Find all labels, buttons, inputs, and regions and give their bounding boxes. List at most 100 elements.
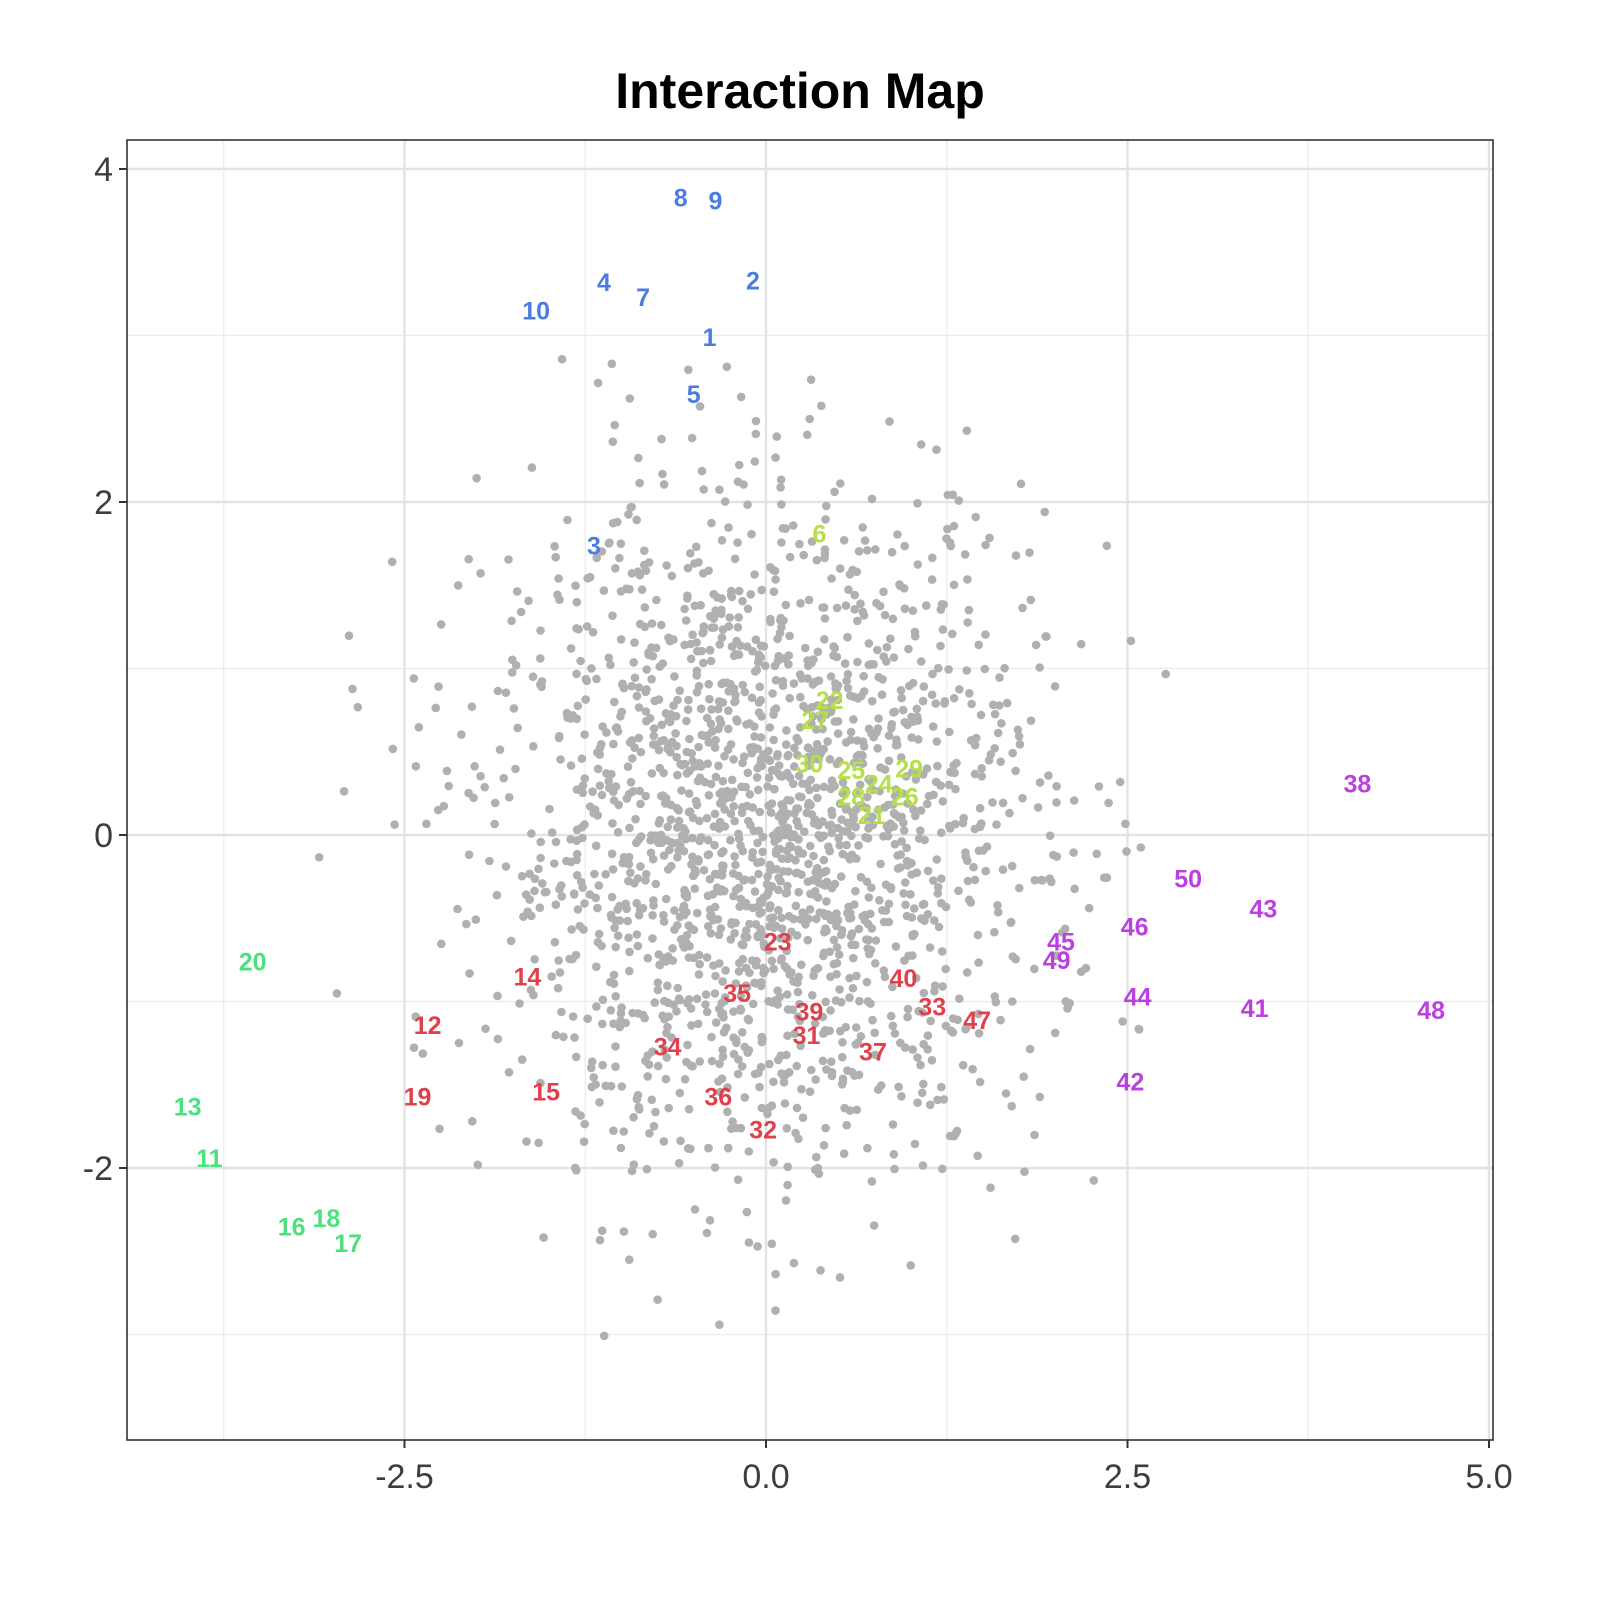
background-point bbox=[820, 545, 830, 554]
background-point bbox=[818, 1056, 828, 1066]
background-point bbox=[677, 760, 687, 770]
background-point bbox=[572, 597, 582, 607]
background-point bbox=[788, 1005, 797, 1014]
background-point bbox=[918, 900, 928, 909]
background-point bbox=[912, 704, 922, 714]
background-point bbox=[890, 707, 899, 717]
background-point bbox=[792, 1103, 802, 1113]
background-point bbox=[913, 499, 922, 508]
background-point bbox=[572, 1166, 581, 1175]
background-point bbox=[783, 881, 792, 891]
background-point bbox=[604, 539, 614, 548]
background-point bbox=[863, 816, 873, 826]
background-point bbox=[614, 800, 623, 810]
background-point bbox=[1020, 1167, 1029, 1176]
background-point bbox=[738, 680, 747, 690]
background-point bbox=[1018, 603, 1027, 613]
background-point bbox=[776, 956, 786, 965]
background-point bbox=[699, 865, 709, 875]
background-point bbox=[585, 572, 595, 582]
background-point bbox=[925, 1100, 935, 1110]
background-point bbox=[579, 925, 588, 934]
background-point bbox=[836, 1026, 845, 1036]
background-point bbox=[764, 773, 774, 783]
background-point bbox=[1084, 903, 1094, 913]
background-point bbox=[536, 654, 545, 663]
background-point bbox=[703, 835, 713, 845]
background-point bbox=[525, 895, 534, 904]
background-point bbox=[818, 1012, 828, 1022]
background-point bbox=[745, 790, 755, 799]
background-point bbox=[720, 996, 730, 1006]
background-point bbox=[769, 735, 778, 745]
background-point bbox=[457, 730, 466, 739]
background-point bbox=[750, 667, 760, 676]
background-point bbox=[702, 813, 712, 823]
background-point bbox=[903, 1012, 912, 1022]
background-point bbox=[916, 657, 926, 666]
background-point bbox=[771, 453, 780, 462]
background-point bbox=[809, 851, 818, 861]
background-point bbox=[609, 739, 618, 749]
background-point bbox=[1035, 1092, 1045, 1102]
background-point bbox=[715, 1059, 724, 1069]
background-point bbox=[607, 892, 617, 902]
background-point bbox=[688, 630, 697, 639]
background-point bbox=[624, 852, 634, 862]
background-point bbox=[712, 593, 722, 602]
background-point bbox=[730, 928, 739, 938]
background-point bbox=[672, 752, 681, 762]
background-point bbox=[805, 1087, 815, 1096]
background-point bbox=[504, 793, 514, 802]
background-point bbox=[867, 696, 877, 706]
background-point bbox=[884, 899, 894, 909]
background-point bbox=[798, 1113, 808, 1122]
background-point bbox=[651, 879, 661, 889]
background-point bbox=[568, 1012, 578, 1021]
background-point bbox=[748, 803, 757, 812]
background-point bbox=[993, 901, 1002, 910]
background-point bbox=[610, 923, 619, 933]
background-point bbox=[845, 993, 854, 1002]
background-point bbox=[468, 1117, 477, 1126]
background-point bbox=[599, 586, 609, 595]
background-point bbox=[719, 1028, 729, 1037]
background-point bbox=[792, 733, 801, 743]
background-point bbox=[916, 826, 925, 835]
background-point bbox=[776, 616, 785, 625]
background-point bbox=[654, 695, 664, 704]
background-point bbox=[766, 913, 775, 923]
background-point bbox=[688, 813, 698, 823]
background-point bbox=[1000, 663, 1009, 673]
background-point bbox=[700, 777, 710, 787]
background-point bbox=[557, 892, 567, 901]
background-point bbox=[622, 794, 632, 803]
background-point bbox=[554, 574, 563, 583]
background-point bbox=[695, 959, 704, 969]
background-point bbox=[754, 654, 764, 664]
background-point bbox=[996, 757, 1005, 766]
background-point bbox=[501, 862, 511, 871]
background-point bbox=[332, 989, 342, 998]
background-point bbox=[744, 1238, 754, 1247]
background-point bbox=[811, 891, 821, 901]
background-point bbox=[622, 584, 631, 593]
background-point bbox=[783, 751, 792, 761]
background-point bbox=[1008, 952, 1018, 961]
background-point bbox=[682, 747, 692, 757]
background-point bbox=[684, 365, 693, 375]
point-label: 7 bbox=[636, 284, 650, 312]
background-point bbox=[473, 1160, 483, 1170]
background-point bbox=[832, 943, 842, 952]
background-point bbox=[647, 619, 657, 628]
background-point bbox=[949, 580, 959, 590]
background-point bbox=[846, 691, 855, 700]
background-point bbox=[931, 699, 940, 708]
background-point bbox=[833, 823, 843, 833]
background-point bbox=[582, 676, 592, 686]
background-point bbox=[671, 729, 680, 738]
point-label: 37 bbox=[859, 1039, 887, 1067]
background-point bbox=[1122, 847, 1131, 856]
point-label: 42 bbox=[1116, 1068, 1144, 1096]
background-point bbox=[763, 1109, 772, 1119]
